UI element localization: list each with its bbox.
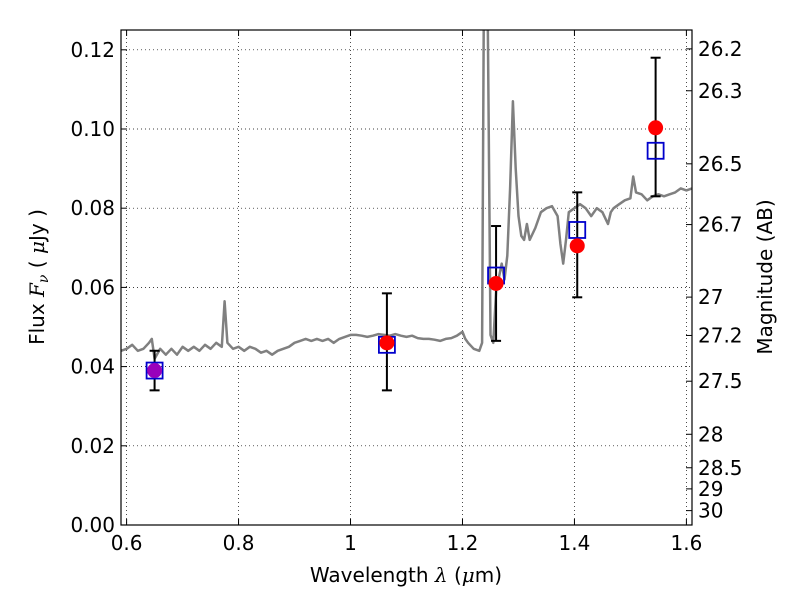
x-tick-label: 1 (344, 531, 357, 555)
mag-tick-label: 27.5 (698, 369, 743, 393)
y-tick-label: 0.08 (70, 196, 115, 220)
x-tick-label: 1.2 (447, 531, 479, 555)
mag-tick-label: 27.2 (698, 323, 743, 347)
mag-tick-label: 29 (698, 477, 723, 501)
markers-layer (145, 56, 665, 392)
spectrum-line (121, 30, 692, 360)
spectrum-layer (121, 30, 692, 360)
mag-tick-label: 30 (698, 499, 723, 523)
mag-tick-label: 26.5 (698, 152, 743, 176)
x-tick-label: 0.6 (111, 531, 143, 555)
y-tick-label: 0.02 (70, 434, 115, 458)
observed-point (379, 335, 395, 351)
y-tick-label: 0.06 (70, 275, 115, 299)
y-tick-label: 0.04 (70, 355, 115, 379)
mag-tick-label: 26.7 (698, 213, 743, 237)
mag-tick-label: 26.2 (698, 37, 743, 61)
x-tick-label: 1.4 (559, 531, 591, 555)
model-square (568, 221, 587, 239)
y-tick-labels: 0.00 0.02 0.04 0.06 0.08 0.10 0.12 (70, 38, 115, 537)
tick-marks (121, 30, 692, 526)
plot-frame (120, 29, 693, 526)
x-axis-title: Wavelength λ (μm) (310, 563, 502, 587)
y-tick-label: 0.10 (70, 117, 115, 141)
y-tick-label: 0.12 (70, 38, 115, 62)
x-tick-label: 0.8 (223, 531, 255, 555)
observed-point (648, 120, 664, 136)
observed-point (569, 238, 585, 254)
x-tick-labels: 0.6 0.8 1 1.2 1.4 1.6 (111, 531, 703, 555)
grid (121, 30, 692, 526)
mag-tick-label: 28.5 (698, 456, 743, 480)
y-axis-title: Flux Fν ( μJy ) (25, 209, 52, 345)
model-square (145, 361, 164, 380)
x-tick-label: 1.6 (670, 531, 702, 555)
mag-tick-label: 26.3 (698, 79, 743, 103)
model-square (646, 141, 665, 160)
mag-tick-label: 27 (698, 285, 723, 309)
y-tick-label: 0.00 (70, 513, 115, 537)
observed-point (147, 363, 163, 379)
mag-tick-label: 28 (698, 422, 723, 446)
observed-point (488, 275, 504, 291)
y2-axis-title: Magnitude (AB) (753, 199, 777, 354)
